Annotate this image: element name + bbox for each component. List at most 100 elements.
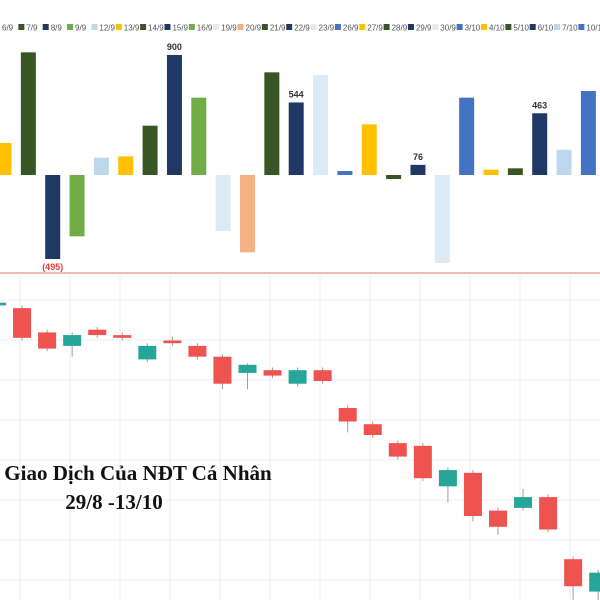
candle-body-24 (589, 572, 600, 592)
candle-body-19 (463, 472, 482, 516)
legend-label-22: 6/10 (538, 24, 554, 33)
chart-caption-title: Giao Dịch Của NĐT Cá Nhân (4, 461, 272, 485)
legend-swatch-11 (261, 24, 268, 30)
legend-swatch-3 (67, 24, 74, 30)
legend-label-8: 16/9 (197, 24, 213, 33)
bar-29-9 (410, 164, 426, 175)
legend-label-6: 14/9 (148, 24, 164, 33)
legend-label-19: 3/10 (465, 24, 481, 33)
candle-body-6 (138, 345, 157, 360)
legend-label-0: 6/9 (2, 24, 14, 33)
legend-swatch-17 (407, 24, 414, 30)
legend-label-2: 8/9 (51, 24, 63, 33)
candle-body-5 (113, 335, 132, 338)
legend-swatch-13 (310, 24, 317, 30)
legend-swatch-22 (529, 24, 536, 30)
legend-label-10: 20/9 (246, 24, 262, 33)
legend-swatch-10 (237, 24, 244, 30)
legend-label-12: 22/9 (294, 24, 310, 33)
bar-7-10 (556, 149, 572, 175)
bar-chart-legend: 6/9 7/9 8/9 9/9 12/9 13/9 14/9 15/9 16/9 19/9 20/9… (2, 24, 600, 33)
legend-swatch-5 (115, 24, 122, 30)
candle-body-3 (63, 335, 82, 346)
candle-body-4 (88, 329, 107, 336)
legend-swatch-24 (578, 24, 585, 30)
legend-swatch-16 (383, 24, 390, 30)
candle-body-15 (363, 424, 382, 435)
legend-label-14: 26/9 (343, 24, 359, 33)
bar-7-9 (20, 52, 36, 176)
bar-22-9 (288, 102, 304, 175)
bar-data-label-22: 463 (532, 100, 547, 110)
legend-label-7: 15/9 (172, 24, 188, 33)
bar-12-9 (93, 157, 109, 175)
legend-label-9: 19/9 (221, 24, 237, 33)
candle-body-1 (13, 308, 32, 338)
candle-body-20 (489, 510, 507, 527)
legend-swatch-23 (554, 24, 561, 30)
legend-label-16: 28/9 (392, 24, 408, 33)
bar-16-9 (191, 97, 207, 175)
legend-swatch-12 (286, 24, 293, 30)
candle-body-2 (38, 332, 57, 349)
legend-swatch-2 (42, 24, 49, 30)
candle-body-16 (388, 443, 407, 457)
legend-label-1: 7/9 (26, 24, 38, 33)
legend-swatch-7 (164, 24, 171, 30)
candle-body-0 (0, 302, 6, 306)
bar-19-9 (215, 175, 231, 231)
candle-body-14 (338, 408, 357, 422)
bar-26-9 (337, 171, 353, 175)
candle-body-22 (539, 497, 558, 530)
candle-body-7 (163, 340, 182, 344)
candle-body-17 (413, 445, 432, 479)
bar-13-9 (118, 156, 134, 175)
legend-label-3: 9/9 (75, 24, 87, 33)
legend-swatch-20 (481, 24, 487, 30)
legend-swatch-15 (359, 24, 366, 30)
legend-swatch-6 (140, 24, 147, 30)
bar-21-9 (264, 72, 280, 175)
legend-label-20: 4/10 (489, 24, 505, 33)
candle-body-12 (288, 370, 307, 384)
bar-30-9 (434, 175, 450, 263)
bar-6-10 (532, 113, 548, 175)
bar-6-9 (0, 143, 12, 175)
legend-label-5: 13/9 (124, 24, 140, 33)
bar-8-9 (45, 175, 61, 259)
candle-body-11 (263, 370, 282, 376)
bar-5-10 (507, 168, 523, 175)
net-trade-bar-chart: (495) 900 544 76 463 (0, 42, 596, 272)
legend-swatch-18 (432, 24, 439, 30)
candle-body-23 (564, 559, 583, 587)
bar-4-10 (483, 169, 499, 175)
bar-data-label-12: 544 (289, 89, 304, 99)
candle-body-18 (438, 470, 457, 487)
legend-label-21: 5/10 (513, 24, 529, 33)
candle-body-10 (238, 364, 257, 373)
legend-label-13: 23/9 (319, 24, 335, 33)
bar-data-label-17: 76 (413, 152, 423, 162)
legend-label-18: 30/9 (440, 24, 456, 33)
bar-10-10 (580, 91, 596, 175)
bar-9-9 (69, 175, 85, 237)
candle-body-21 (514, 497, 533, 508)
legend-label-24: 10/10 (586, 24, 600, 33)
legend-label-23: 7/10 (562, 24, 578, 33)
legend-label-17: 29/9 (416, 24, 432, 33)
legend-swatch-8 (188, 24, 195, 30)
bar-27-9 (361, 124, 377, 175)
legend-swatch-9 (213, 24, 220, 30)
legend-swatch-1 (18, 24, 25, 30)
bar-15-9 (166, 55, 182, 175)
bar-data-label-2: (495) (42, 262, 63, 272)
legend-swatch-19 (456, 24, 463, 30)
legend-swatch-21 (505, 24, 512, 30)
candlestick-grid (0, 276, 600, 600)
legend-label-4: 12/9 (99, 24, 115, 33)
legend-label-11: 21/9 (270, 24, 286, 33)
bar-14-9 (142, 125, 158, 175)
candle-body-9 (213, 356, 232, 384)
legend-label-15: 27/9 (367, 24, 383, 33)
